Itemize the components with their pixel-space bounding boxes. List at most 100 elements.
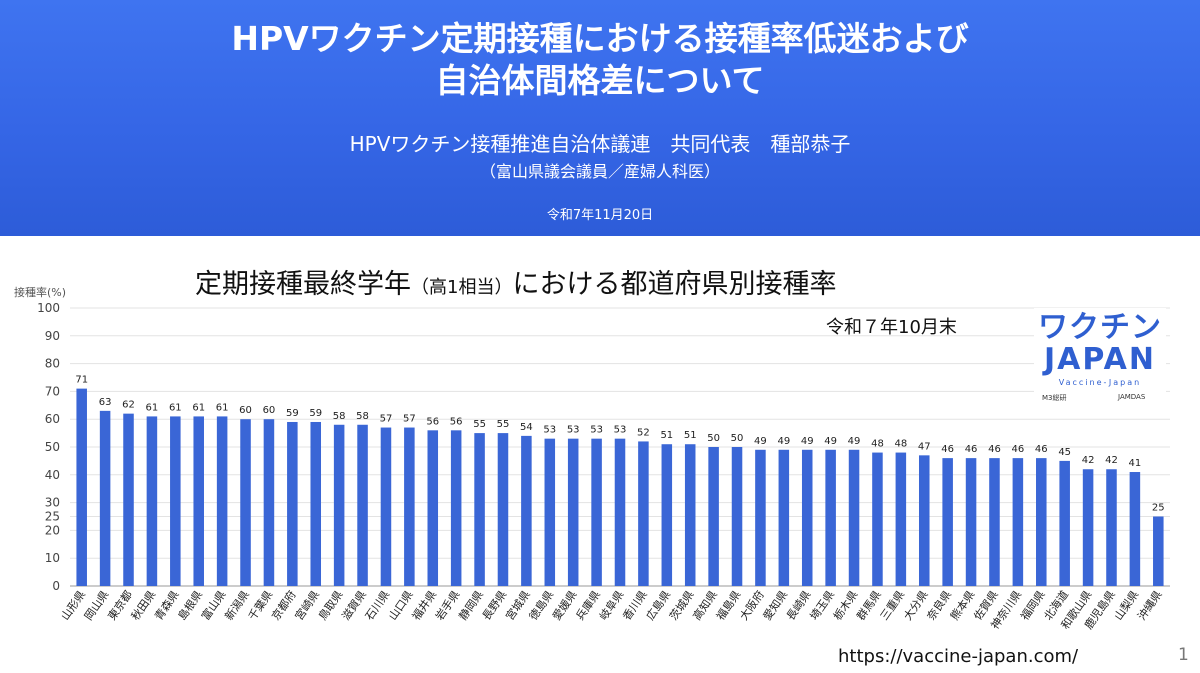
logo-text-katakana: ワクチン bbox=[1038, 310, 1162, 345]
y-tick-label: 60 bbox=[45, 412, 60, 426]
logo-text-latin: JAPAN bbox=[1044, 342, 1156, 377]
data-label: 49 bbox=[848, 436, 861, 447]
data-label: 57 bbox=[403, 414, 416, 425]
data-label: 48 bbox=[894, 439, 907, 450]
data-label: 49 bbox=[754, 436, 767, 447]
bar-石川県 bbox=[380, 427, 392, 586]
data-label: 47 bbox=[918, 441, 931, 452]
data-label: 60 bbox=[263, 405, 276, 416]
data-label: 55 bbox=[473, 419, 486, 430]
chart-title-rest: における都道府県別接種率 bbox=[512, 269, 837, 300]
bar-愛媛県 bbox=[567, 438, 579, 586]
data-label: 54 bbox=[520, 422, 533, 433]
bar-岐阜県 bbox=[614, 438, 626, 586]
y-tick-label: 20 bbox=[45, 523, 60, 537]
data-label: 49 bbox=[824, 436, 837, 447]
bar-高知県 bbox=[708, 447, 719, 586]
data-label: 60 bbox=[239, 405, 252, 416]
bar-広島県 bbox=[661, 444, 673, 586]
data-label: 61 bbox=[216, 402, 229, 413]
data-label: 53 bbox=[543, 425, 556, 436]
bar-福井県 bbox=[427, 430, 439, 586]
bar-青森県 bbox=[170, 416, 181, 586]
data-label: 56 bbox=[450, 416, 463, 427]
logo-partner-m3: M3総研 bbox=[1042, 394, 1067, 402]
bar-京都府 bbox=[287, 421, 298, 586]
data-label: 46 bbox=[941, 444, 954, 455]
bar-新潟県 bbox=[240, 419, 251, 586]
data-label: 41 bbox=[1129, 458, 1142, 469]
data-label: 42 bbox=[1105, 455, 1118, 466]
slide-title-line1: HPVワクチン定期接種における接種率低迷および bbox=[231, 19, 969, 58]
y-tick-label: 90 bbox=[45, 329, 60, 343]
author-line: HPVワクチン接種推進自治体議連 共同代表 種部恭子 bbox=[349, 132, 851, 156]
y-tick-label: 80 bbox=[45, 357, 60, 371]
bar-宮崎県 bbox=[310, 421, 322, 586]
bar-兵庫県 bbox=[591, 438, 602, 586]
data-label: 61 bbox=[169, 402, 182, 413]
data-label: 58 bbox=[333, 411, 346, 422]
data-label: 55 bbox=[497, 419, 510, 430]
y-tick-label: 100 bbox=[37, 301, 60, 315]
y-tick-label: 0 bbox=[52, 579, 60, 593]
data-label: 53 bbox=[614, 425, 627, 436]
x-tick-label: 沖縄県 bbox=[1134, 588, 1164, 623]
slide-title-line2: 自治体間格差について bbox=[435, 61, 765, 100]
data-label: 61 bbox=[192, 402, 205, 413]
bar-鳥取県 bbox=[333, 424, 345, 586]
data-label: 59 bbox=[309, 408, 322, 419]
data-label: 25 bbox=[1152, 503, 1165, 514]
bar-三重県 bbox=[895, 452, 907, 586]
data-label: 49 bbox=[801, 436, 814, 447]
y-tick-label: 25 bbox=[45, 510, 60, 524]
bar-秋田県 bbox=[146, 416, 158, 586]
bar-栃木県 bbox=[848, 449, 860, 586]
as-of-date: 令和７年10月末 bbox=[826, 317, 957, 338]
data-label: 71 bbox=[75, 375, 88, 386]
bar-奈良県 bbox=[942, 458, 953, 586]
bar-長崎県 bbox=[801, 449, 813, 586]
data-label: 62 bbox=[122, 400, 135, 411]
bar-山梨県 bbox=[1129, 472, 1141, 586]
bar-長野県 bbox=[497, 433, 509, 586]
data-label: 46 bbox=[1035, 444, 1048, 455]
data-label: 46 bbox=[988, 444, 1001, 455]
data-label: 51 bbox=[684, 430, 697, 441]
bar-千葉県 bbox=[263, 419, 275, 586]
bar-宮城県 bbox=[521, 435, 532, 586]
y-axis-label: 接種率(%) bbox=[14, 285, 66, 299]
data-label: 46 bbox=[1012, 444, 1025, 455]
data-label: 56 bbox=[426, 416, 439, 427]
chart-title-note: （高1相当） bbox=[411, 277, 513, 298]
bar-富山県 bbox=[216, 416, 228, 586]
data-label: 61 bbox=[146, 402, 159, 413]
logo-partner-jamdas: JAMDAS bbox=[1118, 393, 1146, 401]
chart-title: 定期接種最終学年（高1相当）における都道府県別接種率 bbox=[195, 262, 836, 301]
bar-埼玉県 bbox=[825, 449, 836, 586]
data-label: 52 bbox=[637, 427, 650, 438]
bar-滋賀県 bbox=[357, 424, 368, 586]
bar-神奈川県 bbox=[1012, 458, 1024, 586]
website-url: https://vaccine-japan.com/ bbox=[838, 646, 1079, 667]
bar-熊本県 bbox=[965, 458, 977, 586]
vaccine-japan-logo: ワクチン JAPAN Vaccine-Japan M3総研 JAMDAS bbox=[1034, 308, 1166, 412]
page-number: 1 bbox=[1178, 645, 1189, 665]
bar-岡山県 bbox=[99, 410, 111, 586]
bar-香川県 bbox=[638, 441, 649, 586]
bar-和歌山県 bbox=[1082, 469, 1094, 586]
bar-静岡県 bbox=[474, 433, 485, 586]
bar-山口県 bbox=[404, 427, 415, 586]
bar-佐賀県 bbox=[989, 458, 1000, 586]
data-label: 49 bbox=[777, 436, 790, 447]
y-tick-label: 50 bbox=[45, 440, 60, 454]
chart-title-main: 定期接種最終学年 bbox=[195, 269, 411, 300]
data-label: 45 bbox=[1058, 447, 1071, 458]
bar-福島県 bbox=[731, 447, 743, 586]
data-label: 59 bbox=[286, 408, 299, 419]
bar-岩手県 bbox=[450, 430, 462, 586]
bar-北海道 bbox=[1059, 460, 1070, 586]
data-label: 57 bbox=[380, 414, 393, 425]
data-label: 50 bbox=[707, 433, 720, 444]
data-label: 53 bbox=[567, 425, 580, 436]
y-tick-label: 70 bbox=[45, 384, 60, 398]
